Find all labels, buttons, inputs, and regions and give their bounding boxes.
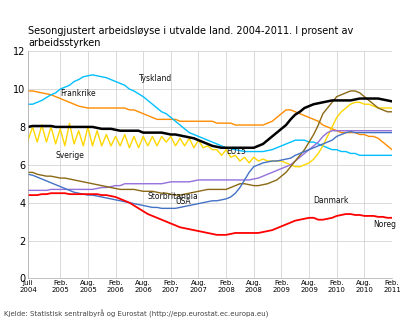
Text: Tyskland: Tyskland — [138, 74, 172, 83]
Text: Kjelde: Statistisk sentralbyrå og Eurostat (http://epp.eurostat.ec.europa.eu): Kjelde: Statistisk sentralbyrå og Eurost… — [4, 310, 268, 318]
Text: Noreg: Noreg — [374, 220, 396, 229]
Text: Frankrike: Frankrike — [60, 89, 96, 98]
Text: Storbritannia: Storbritannia — [148, 193, 198, 202]
Text: Danmark: Danmark — [314, 196, 349, 205]
Text: Sesongjustert arbeidsløyse i utvalde land. 2004-2011. I prosent av
arbeidsstyrke: Sesongjustert arbeidsløyse i utvalde lan… — [28, 26, 353, 48]
Text: USA: USA — [176, 197, 191, 206]
Text: Sverige: Sverige — [56, 151, 84, 160]
Text: EU15: EU15 — [226, 147, 246, 156]
